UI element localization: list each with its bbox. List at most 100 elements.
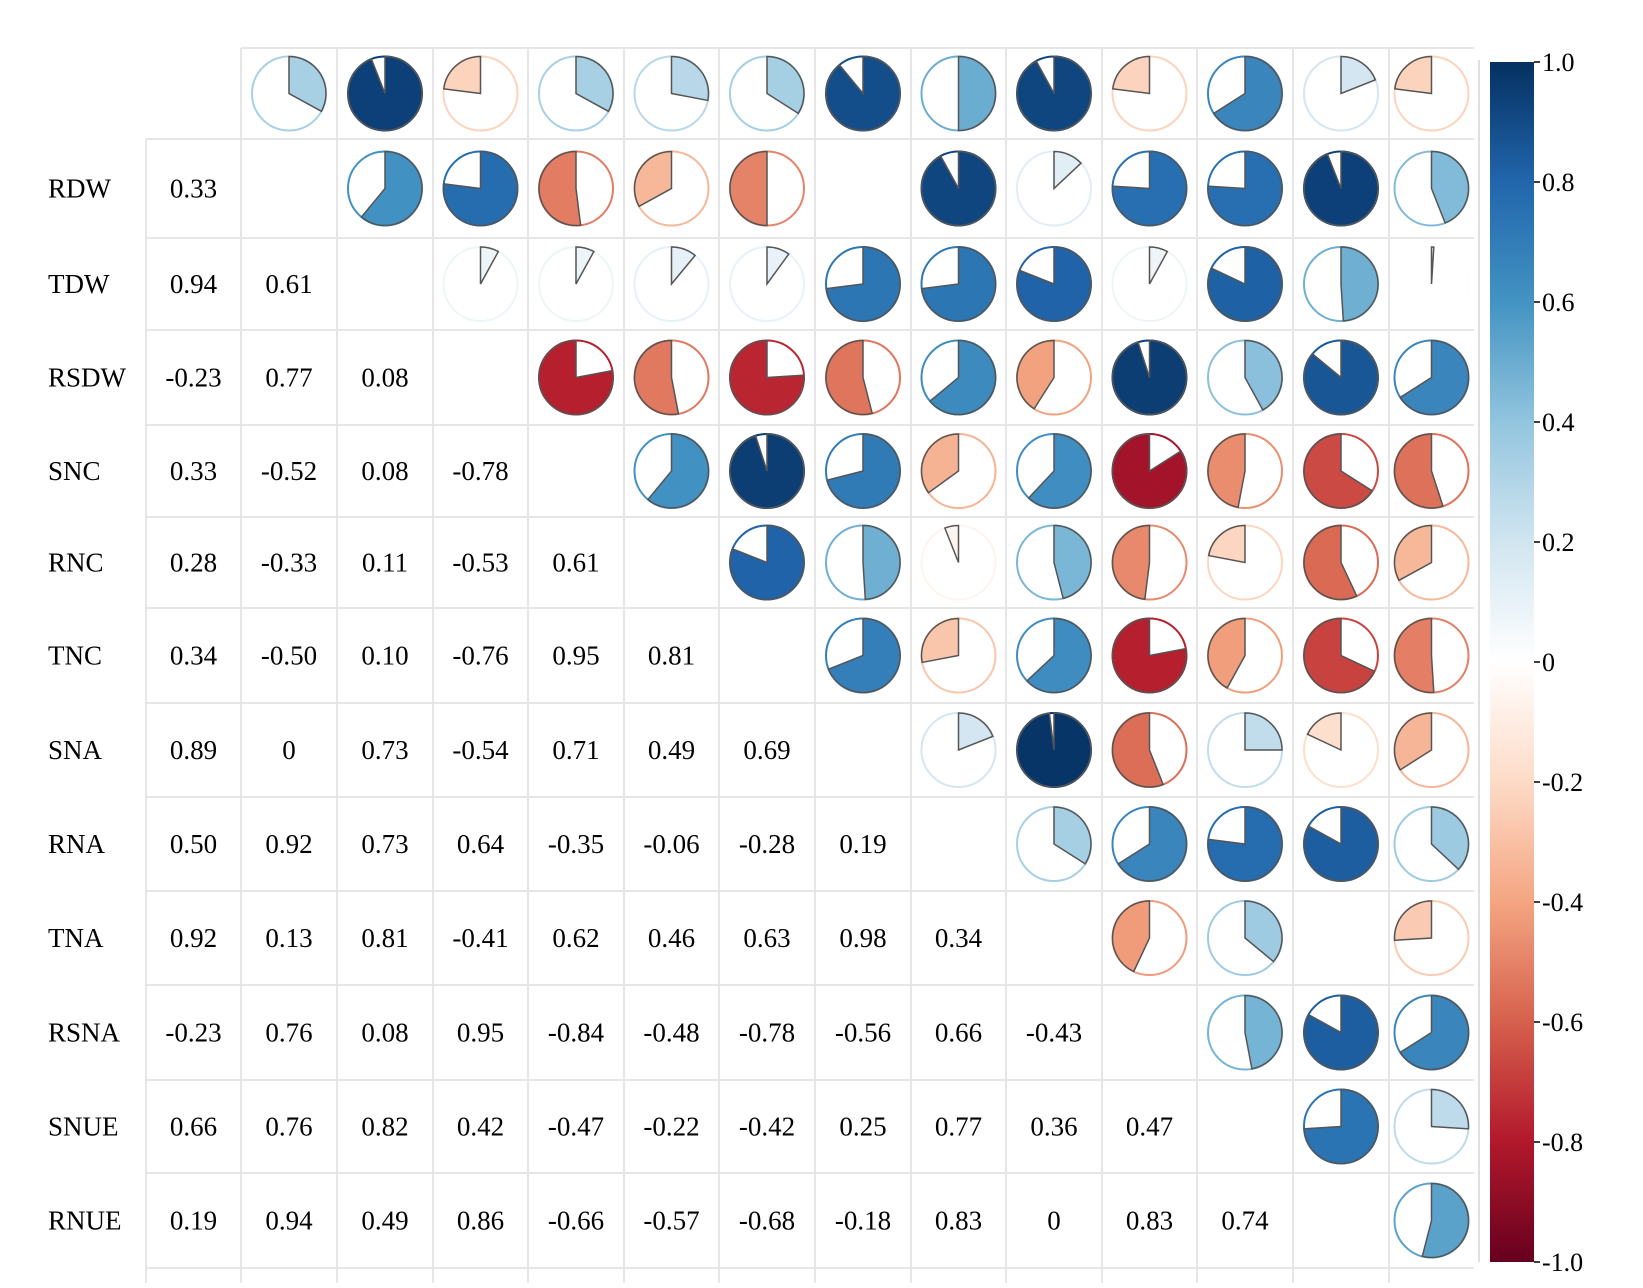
pie-wedge [1207, 246, 1283, 322]
coefficient-label: -0.66 [548, 1206, 604, 1236]
pie-cell [633, 339, 710, 416]
pie-wedge [943, 524, 960, 563]
pie-wedge [1207, 150, 1283, 227]
coefficient-label: 0.81 [361, 923, 408, 953]
coefficient-label: -0.78 [452, 456, 508, 486]
pie-cell [1016, 55, 1092, 132]
coefficient-label: 0.11 [362, 548, 408, 578]
coefficient-label: 0.73 [361, 829, 408, 859]
pie-cell [538, 246, 614, 322]
pie-cell [1303, 994, 1379, 1071]
colorbar-tick-label: 0.6 [1542, 288, 1575, 317]
row-label: RSDW [48, 363, 127, 393]
pie-cell [729, 524, 805, 601]
coefficient-label: -0.50 [261, 641, 317, 671]
coefficient-label: -0.23 [165, 1018, 221, 1048]
coefficient-label: 0.95 [552, 641, 599, 671]
coefficient-label: 0.94 [265, 1206, 313, 1236]
coefficient-label: -0.48 [643, 1018, 699, 1048]
coefficient-label: -0.54 [452, 735, 509, 765]
coefficient-label: 0.77 [265, 363, 312, 393]
coefficient-label: -0.47 [548, 1112, 604, 1142]
pie-wedge [1399, 339, 1470, 416]
coefficient-label: -0.68 [739, 1206, 795, 1236]
pie-wedge [479, 246, 500, 285]
coefficient-label: 0.86 [457, 1206, 504, 1236]
pie-cell [920, 246, 997, 322]
coefficient-label: 0.19 [839, 829, 886, 859]
coefficient-label: 0.66 [935, 1018, 982, 1048]
colorbar-tick-label: 1.0 [1542, 48, 1575, 77]
pie-wedge [1111, 433, 1188, 509]
coefficient-label: 0.66 [170, 1112, 217, 1142]
colorbar-rect [1490, 62, 1534, 1262]
coefficient-label: 0.10 [361, 641, 408, 671]
pie-wedge [1111, 900, 1151, 973]
pie-cell [729, 150, 805, 227]
coefficient-label: -0.84 [548, 1018, 605, 1048]
coefficient-label: -0.41 [452, 923, 508, 953]
pie-cell [1303, 1088, 1379, 1165]
pie-wedge [766, 55, 805, 115]
pie-cell [633, 55, 710, 132]
coefficient-label: 0.98 [839, 923, 886, 953]
coefficient-label: 0.76 [265, 1112, 312, 1142]
pie-cell [825, 150, 901, 227]
pie-wedge [1148, 246, 1169, 285]
pie-cell [1207, 524, 1283, 601]
grid [145, 47, 1474, 1283]
pie-wedge [729, 433, 805, 509]
pie-cell [1393, 246, 1470, 322]
colorbar-tick-label: -0.6 [1542, 1008, 1583, 1037]
pie-cell [920, 55, 997, 132]
pie-cell [347, 150, 423, 227]
pie-wedge [1421, 1182, 1470, 1259]
pie-cell [920, 712, 997, 788]
pie-wedge [862, 524, 901, 601]
colorbar-tick-label: -0.4 [1542, 888, 1583, 917]
pie-cell [1016, 246, 1092, 322]
pie-wedge [1303, 617, 1376, 694]
pie-cell [442, 55, 519, 132]
pie-wedge [646, 433, 710, 509]
pie-cell [1303, 246, 1379, 322]
pie-wedge [825, 55, 901, 132]
pie-wedge [1016, 55, 1092, 132]
pie-wedge [957, 712, 994, 752]
coefficient-label: 0.92 [265, 829, 312, 859]
coefficient-label: -0.22 [643, 1112, 699, 1142]
pie-wedge [920, 617, 960, 664]
row-label: TNC [48, 641, 102, 671]
pie-cell [1207, 994, 1283, 1071]
pie-cell [1303, 900, 1379, 976]
coefficient-label: 0.13 [265, 923, 312, 953]
coefficient-label: -0.28 [739, 829, 795, 859]
coefficient-label: 0.89 [170, 735, 217, 765]
pie-cell [1207, 339, 1283, 416]
pie-wedge [1053, 806, 1092, 865]
coefficient-label: 0.71 [552, 735, 599, 765]
pie-wedge [1303, 806, 1379, 882]
pie-cell [1111, 55, 1188, 132]
pie-cell [1393, 617, 1470, 694]
pie-cell [442, 150, 519, 227]
pie-wedge [1303, 150, 1379, 227]
pie-wedge [1303, 339, 1379, 416]
pie-wedge [766, 246, 790, 287]
pie-cell [1393, 1182, 1470, 1259]
pie-wedge [442, 150, 519, 227]
pie-cell [920, 339, 997, 416]
pie-cell [1111, 339, 1188, 416]
pie-cell [1016, 524, 1092, 601]
coefficient-label: 0.08 [361, 456, 408, 486]
pie-wedge [1207, 433, 1246, 509]
coefficient-label: 0.50 [170, 829, 217, 859]
pie-wedge [1430, 806, 1470, 871]
pie-wedge [1207, 806, 1283, 882]
pie-cell [1303, 524, 1379, 601]
coefficient-label: 0.34 [170, 641, 218, 671]
pie-wedge [1303, 524, 1358, 601]
pie-cell [1111, 712, 1188, 788]
pie-wedge [729, 339, 805, 416]
coefficient-label: 0.19 [170, 1206, 217, 1236]
